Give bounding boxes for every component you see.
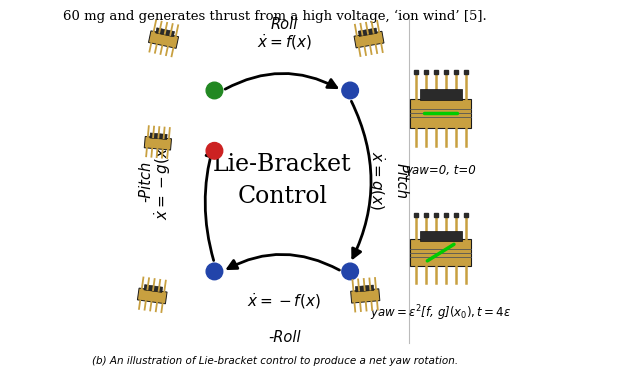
FancyBboxPatch shape <box>358 28 377 37</box>
Text: -Roll: -Roll <box>268 330 301 345</box>
FancyBboxPatch shape <box>420 89 461 101</box>
Text: Pitch: Pitch <box>394 163 408 199</box>
FancyBboxPatch shape <box>355 285 374 292</box>
FancyBboxPatch shape <box>351 289 380 303</box>
Text: 60 mg and generates thrust from a high voltage, ‘ion wind’ [5].: 60 mg and generates thrust from a high v… <box>63 9 486 23</box>
Text: (b) An illustration of Lie-bracket control to produce a net yaw rotation.: (b) An illustration of Lie-bracket contr… <box>92 356 458 366</box>
Text: yaw=0, t=0: yaw=0, t=0 <box>405 164 476 177</box>
Circle shape <box>206 82 223 99</box>
Circle shape <box>206 263 223 280</box>
FancyBboxPatch shape <box>144 136 172 150</box>
Circle shape <box>206 143 223 159</box>
Circle shape <box>342 82 358 99</box>
Text: $\dot{x} = -f(x)$: $\dot{x} = -f(x)$ <box>247 291 321 311</box>
Text: $\dot{x} = f(x)$: $\dot{x} = f(x)$ <box>257 32 312 52</box>
Text: Lie-Bracket
Control: Lie-Bracket Control <box>213 153 351 208</box>
FancyBboxPatch shape <box>354 31 384 48</box>
FancyBboxPatch shape <box>420 231 461 241</box>
Text: Roll: Roll <box>271 17 298 32</box>
FancyBboxPatch shape <box>150 133 167 139</box>
FancyBboxPatch shape <box>410 99 471 128</box>
Text: -Pitch: -Pitch <box>138 160 154 202</box>
FancyBboxPatch shape <box>410 239 471 266</box>
Text: $yaw=\varepsilon^2$[f, g]$(x_0), t=4\varepsilon$: $yaw=\varepsilon^2$[f, g]$(x_0), t=4\var… <box>370 303 511 323</box>
FancyBboxPatch shape <box>156 28 175 37</box>
FancyBboxPatch shape <box>138 288 167 304</box>
Text: $\dot{x} = g(x)$: $\dot{x} = g(x)$ <box>366 151 387 211</box>
Text: $\dot{x} = -g(x)$: $\dot{x} = -g(x)$ <box>152 142 173 220</box>
FancyBboxPatch shape <box>148 31 179 48</box>
Circle shape <box>342 263 358 280</box>
FancyBboxPatch shape <box>144 285 163 293</box>
